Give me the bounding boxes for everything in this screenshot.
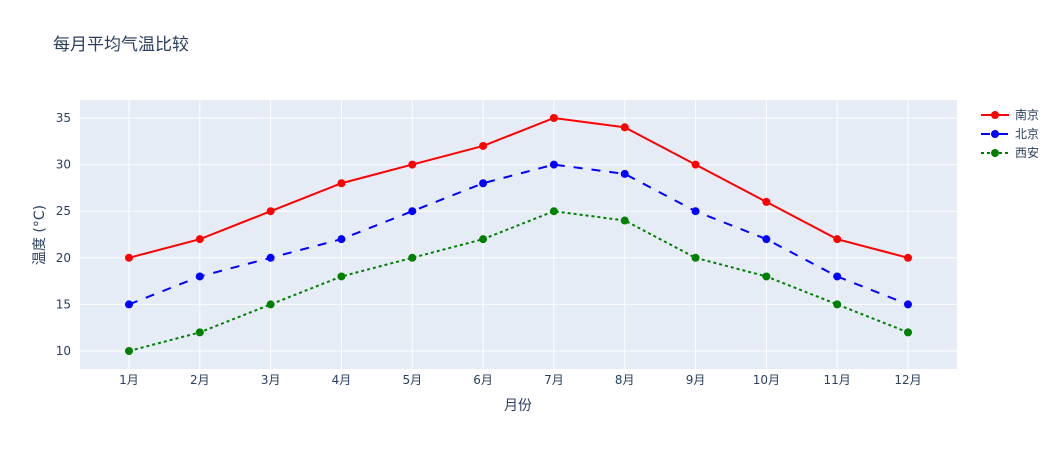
data-point[interactable] — [762, 272, 771, 281]
data-point[interactable] — [904, 253, 912, 262]
legend-item[interactable]: 南京 — [981, 107, 1039, 122]
series-line — [128, 163, 909, 306]
data-point[interactable] — [904, 328, 912, 337]
x-tick-label: 5月 — [402, 373, 422, 387]
data-point[interactable] — [549, 113, 558, 122]
data-point[interactable] — [479, 179, 488, 188]
legend-label: 南京 — [1015, 107, 1039, 122]
legend-item[interactable]: 北京 — [981, 127, 1039, 141]
data-point[interactable] — [833, 235, 842, 244]
data-point[interactable] — [195, 235, 204, 244]
series-line — [128, 116, 909, 259]
data-point[interactable] — [479, 141, 488, 150]
x-tick-label: 7月 — [544, 373, 564, 387]
data-point[interactable] — [125, 253, 133, 262]
series-line — [128, 210, 909, 352]
data-point[interactable] — [408, 160, 417, 169]
data-point[interactable] — [620, 169, 629, 178]
data-point[interactable] — [691, 160, 700, 169]
x-tick-label: 4月 — [332, 373, 352, 387]
x-tick-label: 2月 — [190, 373, 210, 387]
data-point[interactable] — [833, 272, 842, 281]
legend-label: 北京 — [1015, 127, 1039, 141]
data-point[interactable] — [691, 207, 700, 216]
x-tick-label: 9月 — [686, 373, 706, 387]
x-tick-label: 12月 — [894, 373, 921, 387]
data-point[interactable] — [691, 253, 700, 262]
data-point[interactable] — [408, 207, 417, 216]
x-tick-label: 8月 — [615, 373, 635, 387]
x-tick-label: 3月 — [261, 373, 281, 387]
series-北京 — [125, 160, 912, 309]
x-tick-label: 10月 — [753, 373, 780, 387]
data-point[interactable] — [337, 179, 346, 188]
legend-marker-icon — [991, 149, 999, 157]
legend-marker-icon — [991, 130, 999, 138]
data-point[interactable] — [337, 272, 346, 281]
data-point[interactable] — [125, 300, 133, 309]
y-tick-label: 15 — [56, 297, 71, 311]
series-南京 — [125, 113, 912, 262]
legend-item[interactable]: 西安 — [981, 145, 1039, 160]
y-tick-label: 25 — [56, 204, 71, 218]
data-point[interactable] — [833, 300, 842, 309]
data-point[interactable] — [549, 207, 558, 216]
y-tick-label: 35 — [56, 111, 71, 125]
data-point[interactable] — [762, 197, 771, 206]
x-tick-label: 1月 — [119, 373, 139, 387]
x-tick-label: 11月 — [824, 373, 851, 387]
x-axis-label: 月份 — [504, 398, 532, 414]
data-point[interactable] — [904, 300, 912, 309]
data-point[interactable] — [195, 272, 204, 281]
y-tick-label: 10 — [56, 344, 71, 358]
legend-marker-icon — [991, 111, 999, 119]
data-point[interactable] — [549, 160, 558, 169]
series-西安 — [125, 207, 912, 356]
y-tick-label: 20 — [56, 251, 71, 265]
chart-title: 每月平均气温比较 — [53, 35, 189, 55]
data-point[interactable] — [762, 235, 771, 244]
data-point[interactable] — [620, 216, 629, 225]
data-point[interactable] — [266, 207, 275, 216]
legend-label: 西安 — [1015, 145, 1039, 160]
data-point[interactable] — [408, 253, 417, 262]
data-point[interactable] — [125, 347, 133, 356]
x-tick-label: 6月 — [473, 373, 493, 387]
data-point[interactable] — [620, 123, 629, 132]
data-point[interactable] — [479, 235, 488, 244]
data-point[interactable] — [337, 235, 346, 244]
data-point[interactable] — [266, 253, 275, 262]
y-axis-label: 温度 (°C) — [32, 205, 48, 265]
plot-area — [80, 100, 957, 369]
data-point[interactable] — [266, 300, 275, 309]
y-tick-label: 30 — [56, 158, 71, 172]
data-point[interactable] — [195, 328, 204, 337]
